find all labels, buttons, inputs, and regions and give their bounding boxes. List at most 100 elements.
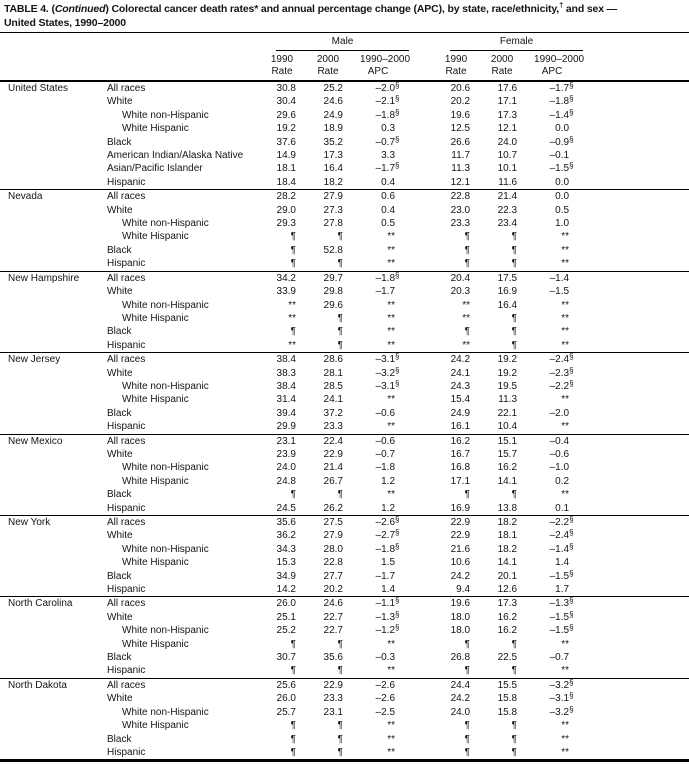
race-ethnicity-cell: White (107, 367, 133, 379)
table-row: White non-Hispanic 29.3 27.8 0.5 23.3 23.4 1.0 (0, 217, 689, 230)
male-2000-rate-cell: ¶ (337, 326, 343, 338)
table-header: Male Female 1990 Rate 2000 Rate 1990–2000 A… (0, 34, 689, 82)
female-2000-rate-cell: 17.5 (487, 270, 535, 286)
female-column-group-label: Female (450, 36, 584, 51)
column-gap (422, 285, 442, 298)
female-1990-rate-cell: ¶ (464, 638, 471, 650)
row-fill (596, 244, 689, 257)
state-cell: New Jersey (0, 352, 100, 367)
male-2000-rate-cell: 24.6 (313, 596, 360, 611)
female-2000-rate-cell: ¶ (511, 665, 518, 677)
male-1990-rate-cell: 30.4 (276, 96, 296, 108)
race-ethnicity-cell: All races (100, 677, 268, 693)
female-apc-cell: –2.3§ (549, 365, 574, 379)
male-2000-rate-cell: 26.7 (323, 475, 343, 487)
race-ethnicity-cell: Black (107, 407, 132, 419)
female-1990-rate-cell: ¶ (464, 489, 471, 501)
row-fill (596, 230, 689, 243)
female-2000-rate-header: 2000 Rate (487, 51, 535, 82)
male-2000-rate-cell: ¶ (337, 489, 343, 501)
female-1990-rate-cell: 16.1 (450, 421, 471, 433)
female-apc-cell: –0.1 (549, 150, 570, 162)
row-fill (596, 81, 689, 95)
race-ethnicity-cell: All races (100, 270, 268, 286)
female-apc-cell: –2.0 (549, 407, 570, 419)
state-cell (0, 285, 100, 298)
table-row: Black ¶ 52.8 ** ¶ ¶ ** (0, 244, 689, 257)
row-fill (596, 257, 689, 271)
row-fill (596, 624, 689, 637)
header-spacer (0, 34, 268, 51)
row-fill (596, 109, 689, 122)
column-gap (422, 352, 443, 367)
female-1990-rate-cell: 20.3 (450, 286, 471, 298)
state-cell (0, 204, 100, 217)
column-gap (422, 312, 442, 325)
male-apc-cell: 0.4 (381, 176, 396, 188)
female-2000-rate-cell: 13.8 (497, 502, 518, 514)
table-row: White 30.4 24.6 –2.1§ 20.2 17.1 –1.8§ (0, 95, 689, 108)
female-apc-cell: ** (561, 312, 570, 324)
column-gap (422, 596, 443, 611)
female-apc-cell: ** (561, 665, 570, 677)
race-ethnicity-cell: White (107, 611, 133, 623)
table-row: Black 30.7 35.6 –0.3 26.8 22.5 –0.7 (0, 651, 689, 664)
female-1990-rate-cell: 16.9 (450, 502, 471, 514)
state-cell (0, 312, 100, 325)
male-2000-rate-cell: 27.9 (313, 189, 360, 204)
race-ethnicity-cell: All races (100, 189, 268, 204)
table-row: New Mexico All races 23.1 22.4 –0.6 16.2 15.1–… (0, 433, 689, 448)
female-1990-rate-cell: 17.1 (450, 475, 471, 487)
state-cell (0, 475, 100, 488)
state-cell (0, 692, 100, 705)
male-apc-cell: –0.6 (375, 407, 396, 419)
race-ethnicity-cell: White non-Hispanic (122, 625, 209, 637)
male-1990-rate-cell: 29.9 (276, 421, 296, 433)
title-continued: Continued (54, 3, 106, 15)
female-2000-rate-cell: 17.6 (497, 83, 518, 94)
male-apc-cell: ** (387, 720, 396, 732)
state-cell (0, 162, 100, 175)
race-ethnicity-cell: American Indian/Alaska Native (107, 150, 244, 162)
column-gap (422, 149, 442, 162)
column-gap (422, 488, 442, 501)
female-1990-rate-cell: 24.2 (442, 352, 488, 367)
row-fill (596, 204, 689, 217)
row-fill (596, 746, 689, 761)
table-row: Hispanic ¶ ¶ ** ¶ ¶ ** (0, 257, 689, 271)
race-ethnicity-cell: All races (107, 83, 146, 94)
male-1990-rate-cell: ¶ (290, 244, 296, 256)
female-1990-rate-cell: ¶ (464, 665, 471, 677)
female-2000-rate-cell: ¶ (511, 231, 518, 243)
female-2000-rate-cell: ¶ (511, 638, 518, 650)
row-fill (596, 312, 689, 325)
state-cell (0, 325, 100, 338)
table-row: Asian/Pacific Islander 18.1 16.4 –1.7§ 11.3 1… (0, 162, 689, 175)
row-fill (596, 570, 689, 583)
female-1990-rate-cell: 12.5 (450, 123, 471, 135)
sex-group-header-row: Male Female (0, 34, 689, 51)
female-2000-rate-cell: 12.1 (497, 123, 518, 135)
female-1990-rate-cell: ** (462, 312, 471, 324)
state-cell (0, 664, 100, 678)
male-1990-rate-header: 1990 Rate (268, 51, 313, 82)
table-row: White non-Hispanic 25.2 22.7 –1.2§ 18.0 16.2 –… (0, 624, 689, 637)
row-fill (596, 299, 689, 312)
state-cell (0, 488, 100, 501)
title-part4: and sex — (563, 3, 618, 15)
male-apc-cell: ** (387, 299, 396, 311)
title-part1: TABLE 4. ( (4, 3, 55, 15)
female-apc-cell: 1.4 (555, 557, 570, 569)
female-apc-cell: –1.0 (549, 462, 570, 474)
male-1990-rate-cell: 25.2 (276, 625, 296, 637)
female-apc-cell: –1.4§ (549, 107, 574, 121)
state-cell (0, 299, 100, 312)
male-apc-cell: –2.6 (375, 693, 396, 705)
row-fill (596, 217, 689, 230)
header-spacer (0, 51, 268, 82)
female-1990-rate-cell: 11.3 (451, 163, 471, 175)
female-apc-cell: ** (561, 339, 570, 351)
female-apc-cell: –2.2§ (534, 515, 597, 530)
female-apc-cell: –1.5§ (549, 623, 574, 637)
male-apc-cell: ** (387, 733, 396, 745)
